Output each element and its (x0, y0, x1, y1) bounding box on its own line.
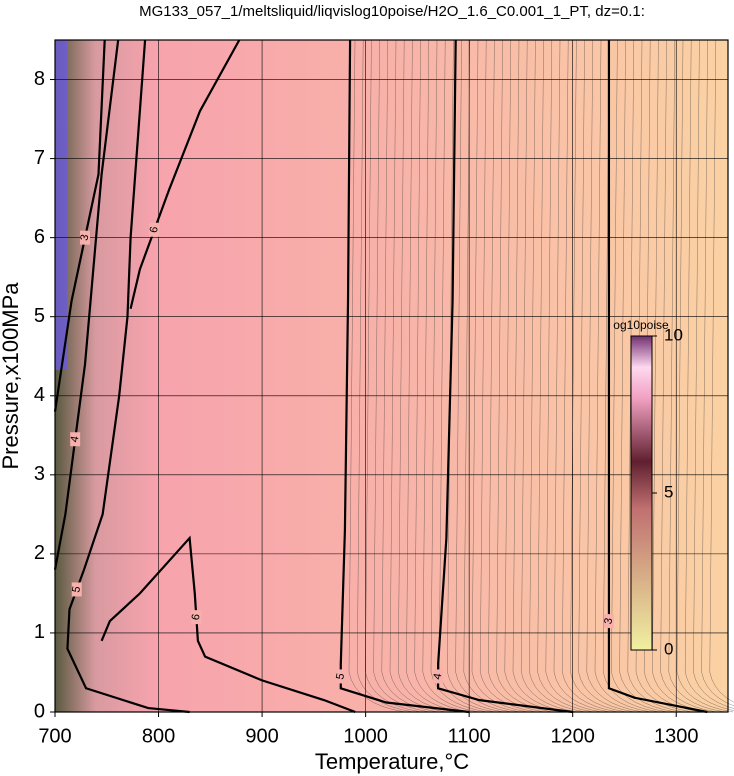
y-axis-label: Pressure,x100MPa (0, 282, 23, 470)
minor-contour (553, 39, 611, 713)
contour-line (53, 39, 120, 570)
minor-contour (537, 39, 594, 713)
minor-contour (676, 39, 734, 713)
minor-contour (627, 39, 684, 713)
minor-contour (594, 39, 652, 713)
colorbar-tick-label: 0 (664, 639, 673, 658)
y-tick-label: 3 (34, 463, 45, 485)
contour-line (129, 39, 241, 310)
minor-contour (430, 39, 488, 713)
minor-contour (373, 39, 430, 713)
x-tick-label: 800 (142, 725, 175, 747)
minor-contour (701, 39, 734, 707)
minor-contour (496, 39, 553, 713)
minor-contour (529, 39, 586, 713)
contour-label-bg (335, 669, 346, 684)
minor-contour (635, 39, 693, 713)
y-tick-label: 8 (34, 68, 45, 90)
y-tick-label: 0 (34, 700, 45, 722)
contour-label-bg (80, 230, 91, 245)
y-tick-label: 4 (34, 384, 45, 406)
x-tick-label: 1100 (448, 725, 491, 747)
contour-label-bg (71, 582, 82, 597)
minor-contour (463, 39, 520, 713)
minor-contour (611, 39, 668, 713)
minor-contour (422, 39, 479, 713)
minor-contour (619, 39, 676, 713)
contour-label: 6 (148, 226, 161, 234)
minor-contour (602, 39, 660, 713)
x-axis-label: Temperature,°C (315, 749, 469, 774)
colorbar (630, 335, 653, 651)
contour-label: 5 (70, 585, 83, 593)
contour-label: 3 (602, 617, 615, 625)
minor-contour (545, 39, 602, 713)
colorbar-label: og10poise (613, 318, 669, 332)
minor-contour (578, 39, 635, 713)
x-tick-label: 1300 (654, 725, 699, 747)
chart-title: MG133_057_1/meltsliquid/liqvislog10poise… (139, 3, 645, 20)
x-tick-label: 700 (38, 725, 71, 747)
contour-label: 5 (334, 672, 347, 680)
minor-contour (660, 39, 717, 713)
minor-contour (356, 39, 414, 713)
minor-contour (684, 39, 734, 711)
minor-contour (389, 39, 447, 713)
y-tick-label: 1 (34, 621, 45, 643)
x-tick-label: 900 (245, 725, 278, 747)
contour-label: 3 (78, 234, 91, 242)
minor-contour (381, 39, 438, 713)
y-tick-label: 5 (34, 305, 45, 327)
colorbar-tick-label: 5 (664, 482, 673, 501)
contour-label-bg (149, 222, 160, 237)
contour-label: 6 (190, 613, 203, 621)
minor-contour (668, 39, 725, 713)
plot-frame (54, 39, 729, 713)
contour-label: 4 (432, 672, 445, 680)
minor-contour (471, 39, 529, 713)
contour-label-bg (191, 610, 202, 625)
contour-label-bg (433, 669, 444, 684)
contour-line (436, 39, 573, 714)
minor-contour (709, 39, 734, 703)
minor-contour (488, 39, 545, 713)
minor-contour (561, 39, 619, 713)
minor-contour (455, 39, 512, 713)
low-region (55, 40, 67, 370)
y-tick-label: 7 (34, 147, 45, 169)
minor-contour (479, 39, 537, 713)
contour-line (339, 39, 470, 714)
y-tick-label: 6 (34, 226, 45, 248)
minor-contour (643, 39, 701, 713)
minor-contour (693, 39, 734, 709)
x-tick-label: 1000 (343, 725, 388, 747)
plot-background (55, 40, 728, 712)
colorbar-tick-label: 10 (664, 325, 683, 344)
minor-contour (586, 39, 643, 713)
contour-label-bg (603, 614, 614, 629)
minor-contour (570, 39, 627, 713)
minor-contour (520, 39, 578, 713)
contour-label-bg (70, 432, 81, 447)
x-tick-label: 1200 (550, 725, 595, 747)
contour-line (66, 39, 190, 714)
contour-label: 4 (69, 435, 82, 443)
y-tick-label: 2 (34, 542, 45, 564)
